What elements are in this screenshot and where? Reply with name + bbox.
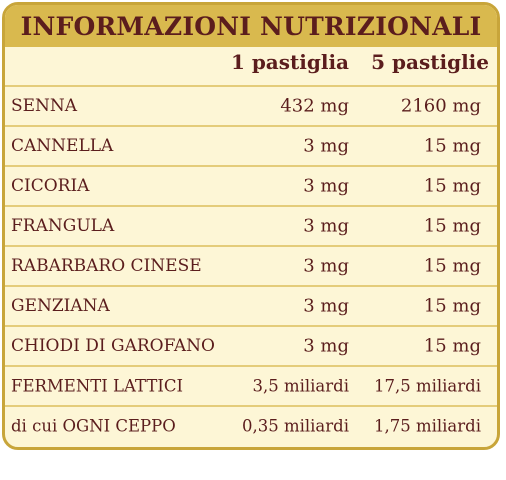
value-5-tablets: 15 mg [423,215,481,237]
panel-title: INFORMAZIONI NUTRIZIONALI [20,11,482,41]
value-5-tablets: 15 mg [423,255,481,277]
value-1-tablet: 3 mg [303,135,349,157]
ingredient-name: GENZIANA [11,296,110,316]
ingredient-name: CICORIA [11,176,90,196]
table-row: FERMENTI LATTICI 3,5 miliardi 17,5 milia… [5,365,497,405]
ingredient-name: CANNELLA [11,136,114,156]
value-5-tablets: 15 mg [423,295,481,317]
ingredient-name: CHIODI DI GAROFANO [11,336,215,356]
value-1-tablet: 3,5 miliardi [252,376,349,396]
value-5-tablets: 1,75 miliardi [373,416,481,436]
value-5-tablets: 15 mg [423,135,481,157]
table-row: SENNA 432 mg 2160 mg [5,85,497,125]
panel-header: INFORMAZIONI NUTRIZIONALI [5,5,497,47]
nutrition-table: SENNA 432 mg 2160 mg CANNELLA 3 mg 15 mg… [5,85,497,445]
value-1-tablet: 3 mg [303,255,349,277]
value-1-tablet: 0,35 miliardi [241,416,349,436]
ingredient-name: FRANGULA [11,216,115,236]
table-row: di cui OGNI CEPPO 0,35 miliardi 1,75 mil… [5,405,497,445]
value-5-tablets: 17,5 miliardi [373,376,481,396]
ingredient-name: FERMENTI LATTICI [11,376,184,396]
value-1-tablet: 3 mg [303,175,349,197]
column-header-1-tablet: 1 pastiglia [230,50,349,74]
table-row: CANNELLA 3 mg 15 mg [5,125,497,165]
value-5-tablets: 15 mg [423,335,481,357]
value-5-tablets: 2160 mg [400,95,481,117]
table-row: GENZIANA 3 mg 15 mg [5,285,497,325]
table-row: CICORIA 3 mg 15 mg [5,165,497,205]
ingredient-name: RABARBARO CINESE [11,256,202,276]
ingredient-name: SENNA [11,96,78,116]
value-1-tablet: 3 mg [303,295,349,317]
column-header-5-tablets: 5 pastiglie [371,50,489,74]
value-1-tablet: 3 mg [303,215,349,237]
value-1-tablet: 3 mg [303,335,349,357]
nutrition-panel: INFORMAZIONI NUTRIZIONALI 1 pastiglia 5 … [2,2,500,450]
table-row: FRANGULA 3 mg 15 mg [5,205,497,245]
table-row: RABARBARO CINESE 3 mg 15 mg [5,245,497,285]
value-1-tablet: 432 mg [280,95,349,117]
value-5-tablets: 15 mg [423,175,481,197]
table-row: CHIODI DI GAROFANO 3 mg 15 mg [5,325,497,365]
ingredient-name: di cui OGNI CEPPO [11,416,176,436]
